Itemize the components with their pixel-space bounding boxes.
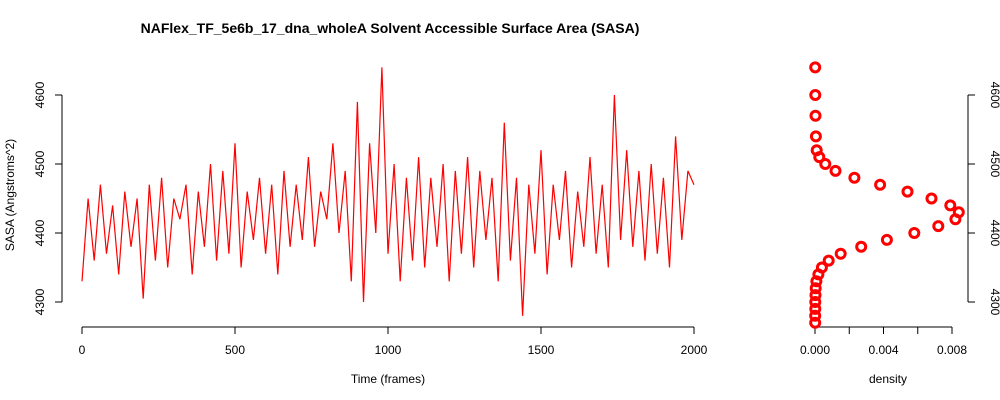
density-x-tick-label: 0.004: [868, 343, 898, 357]
density-point: [855, 240, 868, 253]
time-series-plot: [81, 67, 695, 316]
x-axis-label: Time (frames): [351, 372, 425, 386]
density-y-tick-label: 4300: [988, 289, 1000, 316]
density-point: [834, 247, 847, 260]
y-axis-label: SASA (Angstroms^2): [3, 139, 17, 251]
density-point: [809, 309, 822, 322]
density-x-tick-label: 0.008: [937, 343, 967, 357]
density-axes: 0.000 0.004 0.008 4300 4400 4500 4600: [800, 82, 1000, 357]
x-tick-label: 0: [79, 343, 86, 357]
density-x-tick-label: 0.000: [800, 343, 830, 357]
density-y-tick-label: 4600: [988, 82, 1000, 109]
density-point: [809, 302, 822, 315]
density-point: [848, 171, 861, 184]
density-point: [880, 233, 893, 246]
chart-title: NAFlex_TF_5e6b_17_dna_wholeA Solvent Acc…: [140, 20, 640, 36]
density-point: [809, 61, 822, 74]
density-point: [925, 192, 938, 205]
density-point: [809, 89, 822, 101]
density-point: [822, 254, 835, 267]
density-point: [932, 220, 945, 233]
density-point: [819, 158, 832, 170]
density-point: [809, 316, 822, 329]
density-point: [809, 109, 822, 122]
y-tick-label: 4300: [33, 288, 47, 315]
density-y-tick-label: 4500: [988, 151, 1000, 178]
x-tick-label: 2000: [681, 343, 708, 357]
density-point: [809, 296, 822, 308]
time-series-axes: 0 500 1000 1500 2000 4300 4400 4500 4600: [33, 81, 708, 357]
x-tick-label: 1500: [528, 343, 555, 357]
density-point: [829, 164, 842, 177]
y-tick-label: 4500: [33, 150, 47, 177]
density-point: [908, 227, 921, 239]
density-x-axis-label: density: [869, 372, 907, 386]
y-tick-label: 4400: [33, 219, 47, 246]
sasa-series-line: [81, 67, 695, 316]
density-point: [901, 185, 914, 198]
x-tick-label: 1000: [375, 343, 402, 357]
density-point: [874, 178, 887, 191]
density-point: [810, 275, 823, 288]
density-point: [809, 289, 822, 302]
density-point: [809, 130, 822, 143]
density-point: [810, 144, 823, 157]
density-point: [809, 282, 822, 295]
density-point: [815, 261, 828, 274]
y-tick-label: 4600: [33, 81, 47, 108]
density-point: [944, 199, 957, 212]
x-tick-label: 500: [225, 343, 245, 357]
density-y-tick-label: 4400: [988, 220, 1000, 247]
density-point: [952, 206, 965, 219]
density-plot: [809, 61, 965, 329]
